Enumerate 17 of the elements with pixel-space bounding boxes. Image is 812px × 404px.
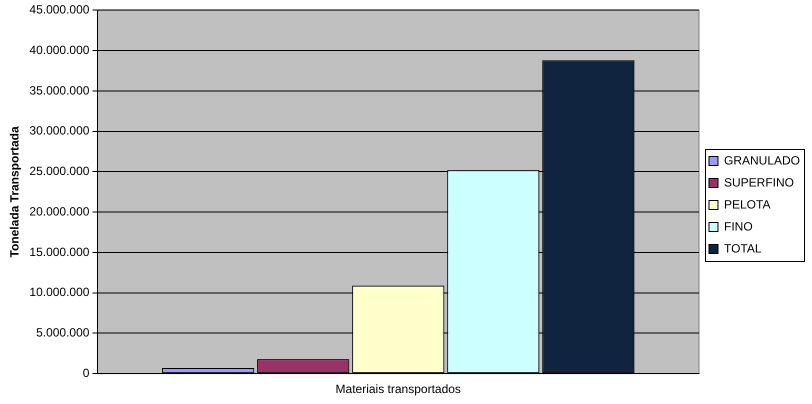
y-tick-label: 45.000.000 bbox=[29, 2, 90, 17]
y-tick-label: 40.000.000 bbox=[29, 42, 90, 57]
y-tick-label: 5.000.000 bbox=[36, 326, 90, 340]
legend-label: FINO bbox=[724, 219, 753, 234]
y-tick-label: 20.000.000 bbox=[29, 204, 90, 218]
legend-label: GRANULADO bbox=[724, 153, 800, 168]
y-tick-label: 30.000.000 bbox=[29, 124, 90, 138]
y-tick-label: 15.000.000 bbox=[29, 244, 90, 259]
y-tick-label: 0 bbox=[82, 366, 90, 380]
legend-label: SUPERFINO bbox=[724, 175, 794, 190]
y-tick-label: 35.000.000 bbox=[29, 83, 90, 98]
legend-label: TOTAL bbox=[724, 241, 762, 256]
legend-label: PELOTA bbox=[724, 197, 770, 212]
y-tick-label: 25.000.000 bbox=[29, 164, 90, 178]
x-tick-label: Materiais transportados bbox=[336, 382, 461, 396]
y-axis-title: Tonelada Transportada bbox=[8, 126, 22, 258]
y-tick-label: 10.000.000 bbox=[29, 285, 90, 300]
